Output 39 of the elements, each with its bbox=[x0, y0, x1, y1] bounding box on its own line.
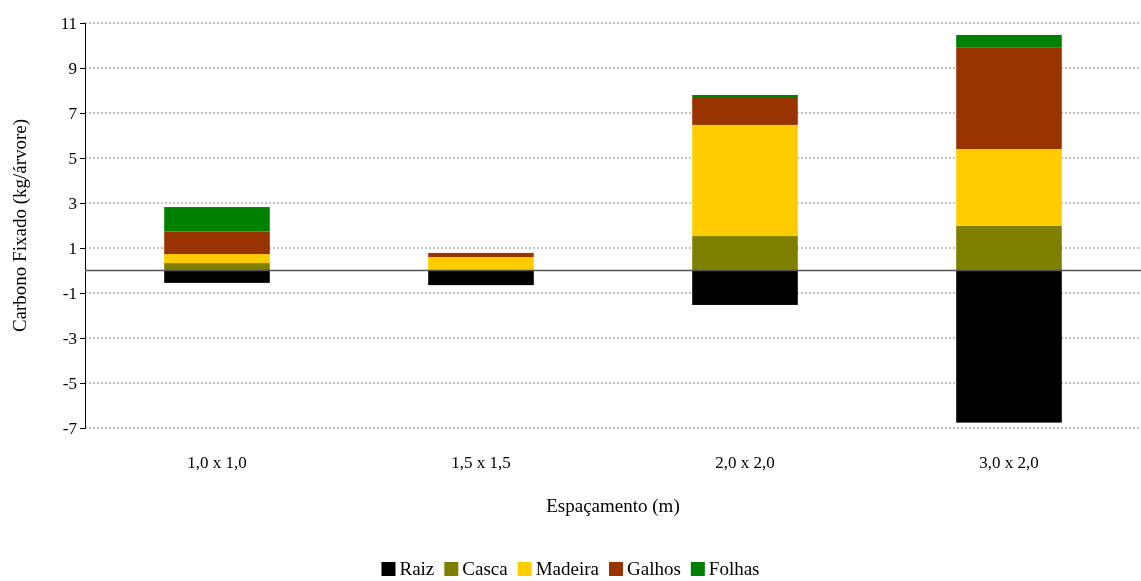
bar bbox=[164, 231, 270, 255]
y-tick-label: 5 bbox=[68, 148, 77, 168]
bar bbox=[164, 207, 270, 232]
legend-label: Casca bbox=[462, 558, 509, 579]
bar bbox=[428, 270, 534, 286]
x-tick-label: 1,5 x 1,5 bbox=[451, 453, 511, 472]
bar bbox=[164, 254, 270, 264]
x-axis-title: Espaçamento (m) bbox=[546, 495, 680, 517]
y-axis-title: Carbono Fixado (kg/árvore) bbox=[9, 118, 31, 333]
y-tick-label: -3 bbox=[62, 328, 77, 348]
y-tick-label: 9 bbox=[68, 58, 77, 78]
y-tick-label: 1 bbox=[68, 238, 77, 258]
legend-label: Folhas bbox=[708, 558, 760, 579]
bar bbox=[692, 97, 798, 125]
y-tick-label: -1 bbox=[62, 283, 77, 303]
bar bbox=[692, 270, 798, 305]
x-tick-label: 1,0 x 1,0 bbox=[187, 453, 247, 472]
y-tick-label: 11 bbox=[60, 13, 77, 33]
legend-label: Galhos bbox=[627, 558, 681, 579]
bar bbox=[956, 149, 1062, 226]
bar bbox=[956, 270, 1062, 423]
y-tick-label: -7 bbox=[62, 418, 78, 438]
y-tick-label: 3 bbox=[68, 193, 77, 213]
bar bbox=[164, 263, 270, 271]
bar bbox=[956, 47, 1062, 149]
x-tick-label: 3,0 x 2,0 bbox=[979, 453, 1039, 472]
bar bbox=[428, 252, 534, 257]
legend-label: Raiz bbox=[399, 558, 435, 579]
bar bbox=[164, 270, 270, 283]
bar bbox=[692, 95, 798, 98]
bar bbox=[428, 257, 534, 271]
bar bbox=[692, 236, 798, 271]
bar bbox=[956, 34, 1062, 48]
y-tick-label: 7 bbox=[68, 103, 78, 123]
bar bbox=[956, 225, 1062, 271]
x-tick-label: 2,0 x 2,0 bbox=[715, 453, 775, 472]
bar bbox=[692, 124, 798, 237]
legend-label: Madeira bbox=[535, 558, 600, 579]
y-tick-label: -5 bbox=[62, 373, 77, 393]
